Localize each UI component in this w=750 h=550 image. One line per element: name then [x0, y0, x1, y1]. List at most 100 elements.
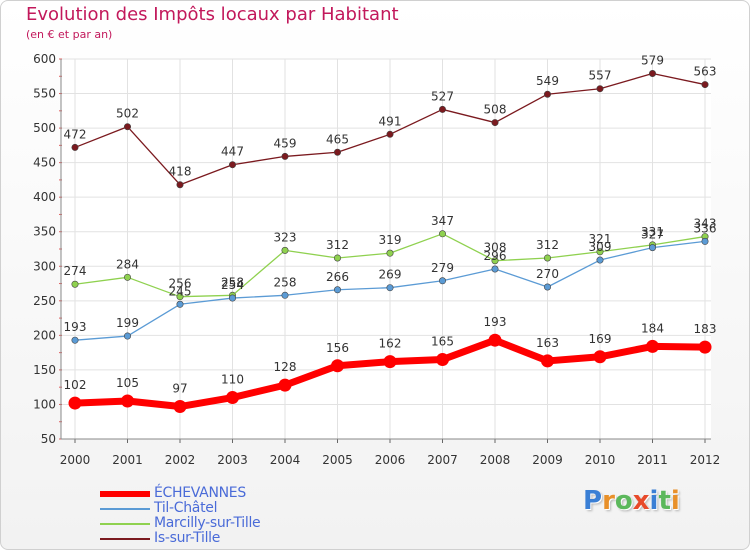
data-point-is-sur-tille: [543, 90, 551, 98]
data-point-echevannes: [383, 355, 397, 369]
x-tick-label: 2006: [375, 453, 406, 467]
data-point-echevannes: [226, 391, 239, 405]
data-label-til-chatel: 266: [326, 270, 349, 284]
logo-letter: P: [583, 486, 603, 516]
data-label-is-sur-tille: 491: [379, 114, 402, 128]
data-label-marcilly-sur-tille: 312: [536, 238, 559, 252]
x-tick-label: 2004: [270, 453, 301, 467]
data-label-til-chatel: 270: [536, 267, 559, 281]
data-point-til-chatel: [333, 286, 341, 294]
data-point-til-chatel: [229, 294, 237, 302]
legend-swatch: [100, 508, 150, 510]
data-point-til-chatel: [491, 265, 499, 273]
data-label-marcilly-sur-tille: 321: [589, 232, 612, 246]
data-label-is-sur-tille: 459: [274, 136, 297, 150]
data-point-is-sur-tille: [491, 119, 499, 127]
x-tick-label: 2002: [165, 453, 196, 467]
chart-subtitle: (en € et par an): [26, 28, 113, 41]
y-tick-label: 50: [41, 432, 56, 446]
data-point-is-sur-tille: [229, 161, 237, 169]
data-point-echevannes: [173, 400, 187, 414]
line-chart: 50 100 150 200 250 300 350 400 450 500 550 600 2000 2…: [33, 52, 721, 467]
data-point-is-sur-tille: [176, 181, 184, 189]
data-label-is-sur-tille: 502: [116, 107, 139, 121]
y-tick-label: 600: [33, 52, 56, 66]
data-point-til-chatel: [701, 237, 709, 245]
data-label-echevannes: 183: [694, 322, 717, 336]
data-point-marcilly-sur-tille: [438, 230, 446, 238]
data-label-is-sur-tille: 563: [694, 65, 717, 79]
data-label-marcilly-sur-tille: 256: [169, 277, 192, 291]
data-point-til-chatel: [124, 332, 132, 340]
data-label-echevannes: 156: [326, 341, 349, 355]
data-point-til-chatel: [438, 277, 446, 285]
data-label-echevannes: 162: [379, 337, 402, 351]
data-label-echevannes: 163: [536, 336, 559, 350]
data-point-marcilly-sur-tille: [71, 280, 79, 288]
plot-area: [61, 59, 711, 439]
legend-label: Til-Châtel: [154, 500, 218, 516]
data-label-til-chatel: 199: [116, 316, 139, 330]
data-point-is-sur-tille: [596, 85, 604, 93]
y-tick-label: 450: [33, 156, 56, 170]
x-tick-label: 2001: [112, 453, 143, 467]
data-point-marcilly-sur-tille: [386, 249, 394, 257]
y-tick-label: 150: [33, 363, 56, 377]
y-tick-label: 100: [33, 397, 56, 411]
data-label-marcilly-sur-tille: 323: [274, 230, 297, 244]
data-point-marcilly-sur-tille: [333, 254, 341, 262]
y-tick-label: 350: [33, 225, 56, 239]
data-label-marcilly-sur-tille: 331: [641, 225, 664, 239]
data-label-til-chatel: 336: [694, 221, 717, 235]
data-point-marcilly-sur-tille: [281, 246, 289, 254]
data-point-marcilly-sur-tille: [596, 248, 604, 256]
data-label-til-chatel: 245: [169, 284, 192, 298]
y-tick-label: 300: [33, 259, 56, 273]
data-point-echevannes: [331, 359, 344, 373]
data-label-is-sur-tille: 447: [221, 145, 244, 159]
x-tick-label: 2011: [637, 453, 668, 467]
data-label-is-sur-tille: 465: [326, 132, 349, 146]
data-label-til-chatel: 269: [379, 268, 402, 282]
data-point-is-sur-tille: [281, 152, 289, 160]
data-label-til-chatel: 309: [589, 240, 612, 254]
data-label-is-sur-tille: 508: [484, 103, 507, 117]
y-tick-label: 250: [33, 294, 56, 308]
data-point-til-chatel: [176, 300, 184, 308]
data-label-marcilly-sur-tille: 274: [64, 264, 87, 278]
data-point-is-sur-tille: [71, 143, 79, 151]
data-label-til-chatel: 254: [221, 278, 244, 292]
x-tick-label: 2008: [480, 453, 511, 467]
data-point-is-sur-tille: [124, 123, 132, 131]
data-point-is-sur-tille: [333, 148, 341, 156]
x-tick-label: 2009: [532, 453, 563, 467]
data-label-echevannes: 169: [589, 332, 612, 346]
data-label-marcilly-sur-tille: 343: [694, 217, 717, 231]
data-label-is-sur-tille: 472: [64, 127, 87, 141]
data-label-til-chatel: 327: [641, 228, 664, 242]
data-point-til-chatel: [596, 256, 604, 264]
data-label-marcilly-sur-tille: 258: [221, 275, 244, 289]
data-point-echevannes: [488, 333, 502, 347]
data-label-echevannes: 105: [116, 376, 139, 390]
x-tick-label: 2010: [585, 453, 616, 467]
proxiti-logo: Proxiti: [583, 486, 680, 516]
x-tick-label: 2005: [322, 453, 353, 467]
data-label-is-sur-tille: 579: [641, 54, 664, 68]
logo-letter: x: [632, 486, 650, 516]
data-point-til-chatel: [386, 284, 394, 292]
logo-letter: t: [658, 486, 671, 516]
data-point-echevannes: [68, 396, 82, 410]
data-label-marcilly-sur-tille: 347: [431, 214, 454, 228]
x-tick-label: 2012: [690, 453, 721, 467]
data-point-is-sur-tille: [648, 70, 656, 78]
data-label-marcilly-sur-tille: 312: [326, 238, 349, 252]
data-point-marcilly-sur-tille: [176, 293, 184, 301]
data-label-til-chatel: 279: [431, 261, 454, 275]
data-point-marcilly-sur-tille: [491, 257, 499, 265]
data-point-marcilly-sur-tille: [124, 273, 132, 281]
y-tick-label: 200: [33, 328, 56, 342]
data-point-echevannes: [436, 353, 449, 367]
data-point-til-chatel: [71, 336, 79, 344]
data-point-marcilly-sur-tille: [543, 254, 551, 262]
